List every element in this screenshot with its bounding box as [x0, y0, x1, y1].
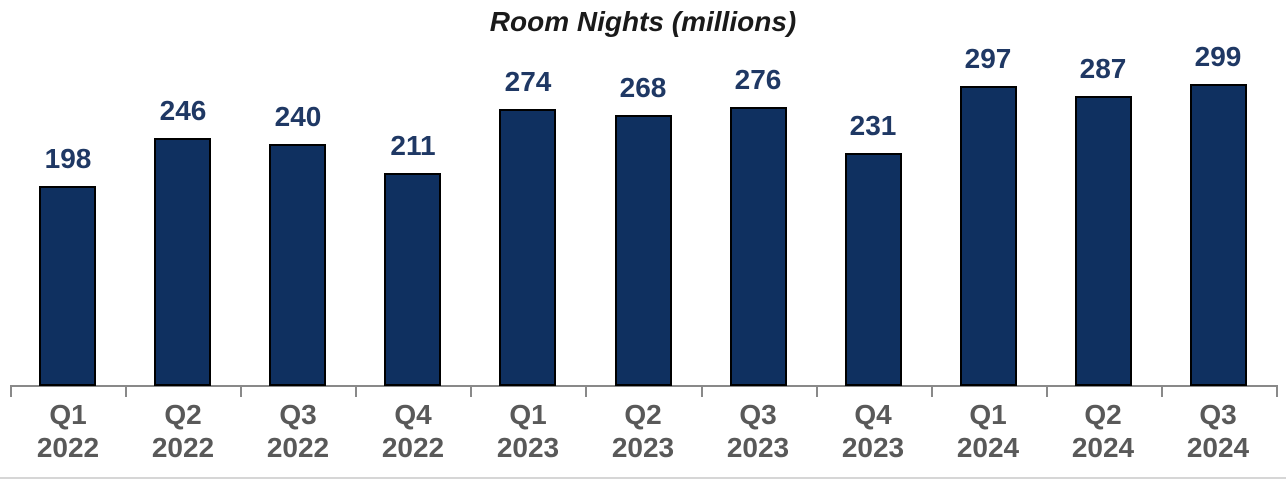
x-axis-label-year: 2022	[36, 432, 100, 463]
x-axis-label-quarter: Q1	[509, 399, 547, 430]
bar	[39, 186, 96, 386]
x-axis-label-quarter: Q3	[1199, 399, 1237, 430]
x-axis-tick	[585, 385, 587, 397]
bar	[269, 144, 326, 386]
bar-value-label: 274	[504, 66, 552, 97]
bar	[384, 173, 441, 386]
bar-value-label: 297	[964, 43, 1012, 74]
bar	[1190, 84, 1247, 386]
x-axis-label-year: 2022	[381, 432, 445, 463]
x-axis-label-year: 2024	[1071, 432, 1135, 463]
x-axis-label: Q1 2024	[930, 398, 1046, 464]
x-axis-label-year: 2024	[1186, 432, 1250, 463]
x-axis-label-quarter: Q2	[624, 399, 662, 430]
bar-value-label: 276	[734, 64, 782, 95]
x-axis-label-quarter: Q3	[279, 399, 317, 430]
x-axis-label: Q1 2022	[10, 398, 126, 464]
x-axis-tick	[125, 385, 127, 397]
x-axis-label: Q1 2023	[470, 398, 586, 464]
bar-value-label: 268	[619, 72, 667, 103]
bar-value-label: 231	[849, 110, 897, 141]
x-axis-label-year: 2024	[956, 432, 1020, 463]
x-axis-label: Q2 2022	[125, 398, 241, 464]
bar-value-label: 198	[44, 143, 92, 174]
x-axis-tick	[1276, 385, 1278, 397]
x-axis-label-quarter: Q4	[394, 399, 432, 430]
bar	[615, 115, 672, 386]
bottom-baseline	[0, 477, 1286, 479]
x-axis-label-quarter: Q1	[49, 399, 87, 430]
x-axis-label: Q3 2023	[700, 398, 816, 464]
x-axis-tick	[1046, 385, 1048, 397]
x-axis-label: Q2 2024	[1045, 398, 1161, 464]
bar-value-label: 246	[159, 95, 207, 126]
chart-title: Room Nights (millions)	[489, 6, 797, 37]
x-axis-label-year: 2023	[611, 432, 675, 463]
x-axis-label-quarter: Q2	[164, 399, 202, 430]
x-axis-label-quarter: Q3	[739, 399, 777, 430]
bar	[960, 86, 1017, 386]
x-axis-tick	[240, 385, 242, 397]
x-axis-label-year: 2022	[151, 432, 215, 463]
bar-value-label: 211	[390, 130, 436, 161]
x-axis-tick	[1161, 385, 1163, 397]
x-axis-label: Q4 2022	[355, 398, 471, 464]
x-axis-tick	[355, 385, 357, 397]
x-axis-label-quarter: Q4	[854, 399, 892, 430]
bar	[845, 153, 902, 386]
bar	[730, 107, 787, 386]
bar-value-label: 240	[274, 101, 322, 132]
x-axis-tick	[816, 385, 818, 397]
x-axis-label-year: 2023	[841, 432, 905, 463]
x-axis-tick	[10, 385, 12, 397]
bar	[154, 138, 211, 386]
x-axis-tick	[931, 385, 933, 397]
bar-value-label: 299	[1194, 41, 1242, 72]
x-axis-label-year: 2022	[266, 432, 330, 463]
bar	[499, 109, 556, 386]
x-axis-label-year: 2023	[496, 432, 560, 463]
bar-value-label: 287	[1079, 53, 1127, 84]
x-axis-label-year: 2023	[726, 432, 790, 463]
x-axis-line	[10, 385, 1278, 387]
x-axis-tick	[470, 385, 472, 397]
x-axis-label-quarter: Q2	[1084, 399, 1122, 430]
x-axis-label-quarter: Q1	[969, 399, 1007, 430]
x-axis-label: Q2 2023	[585, 398, 701, 464]
x-axis-tick	[701, 385, 703, 397]
x-axis-label: Q3 2022	[240, 398, 356, 464]
bar	[1075, 96, 1132, 386]
x-axis-label: Q3 2024	[1160, 398, 1276, 464]
x-axis-label: Q4 2023	[815, 398, 931, 464]
